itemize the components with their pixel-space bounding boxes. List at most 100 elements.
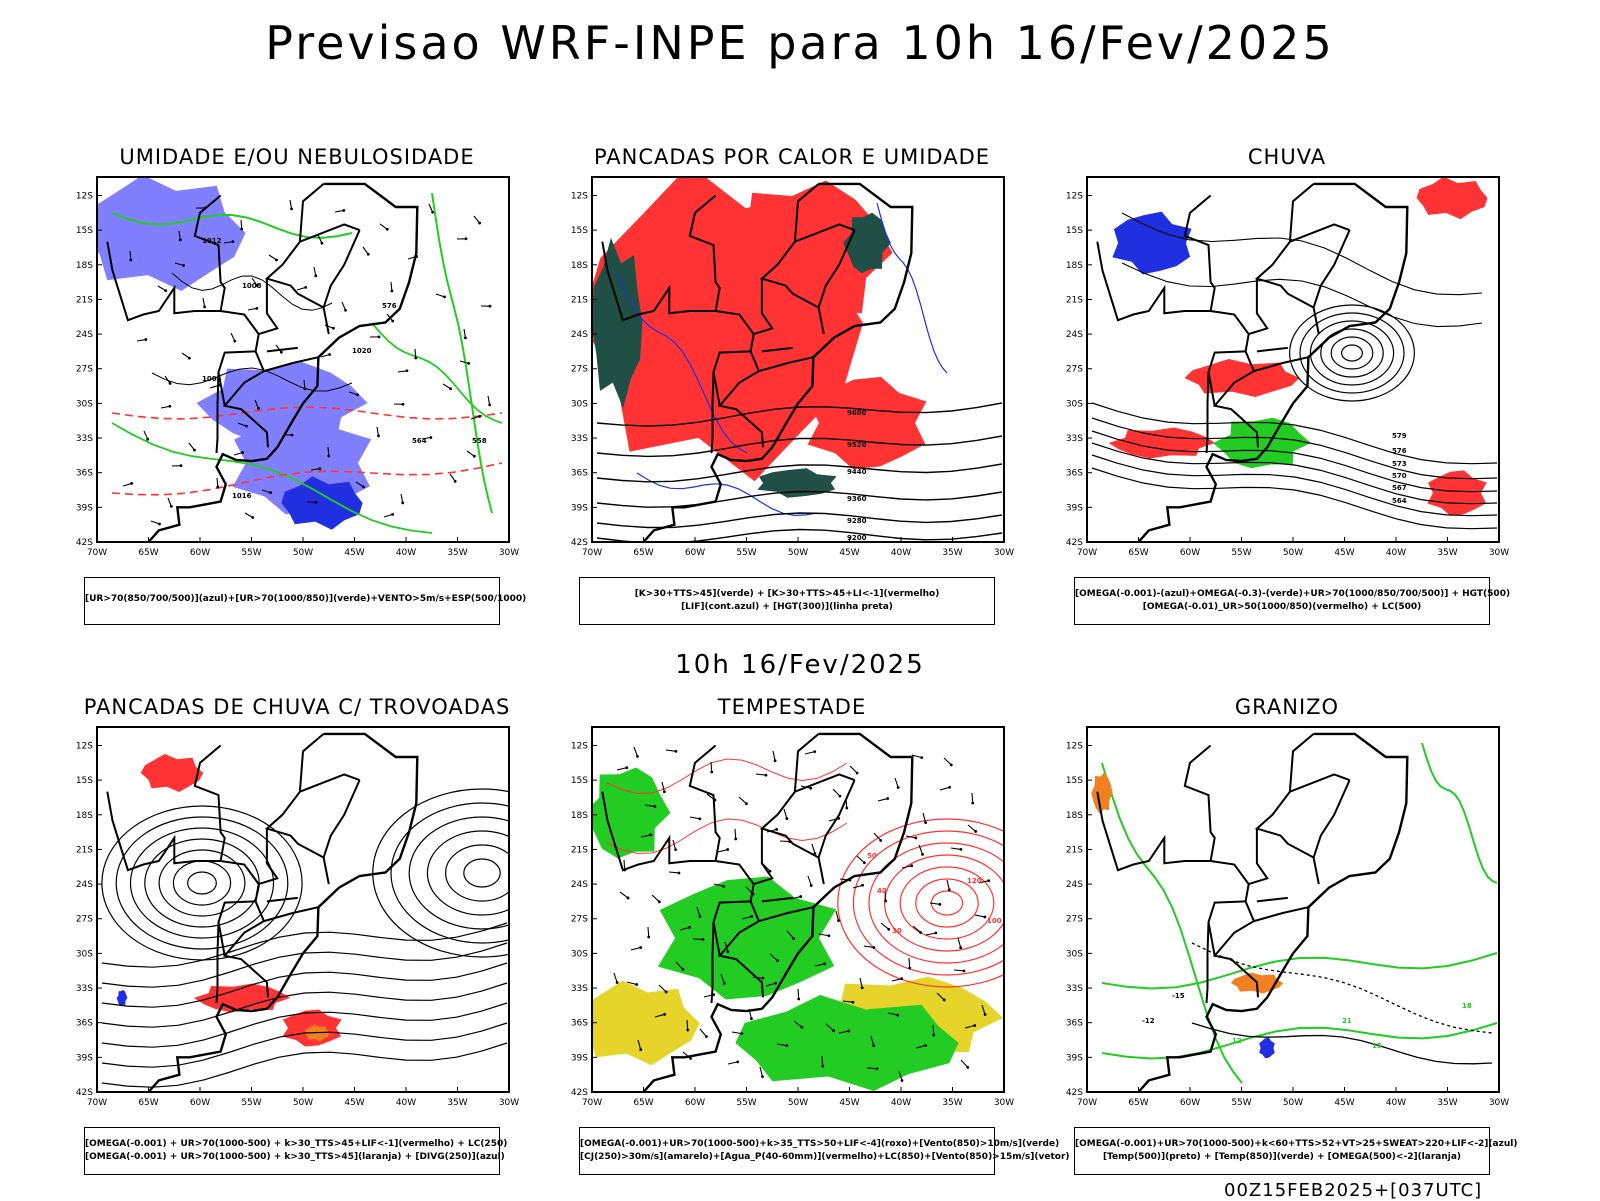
wind850-vector-head [948,888,951,891]
wind850-vector-head [636,755,639,758]
wind-vector-head [257,407,260,410]
wind-vector-head [130,482,133,485]
contour-label: 12 [1232,1037,1242,1045]
lat-tick-label: 39S [76,503,93,513]
legend-line: [OMEGA(-0.001)-(azul)+OMEGA(-0.3)-(verde… [1075,588,1489,601]
lat-tick-label: 33S [1066,984,1083,994]
wind-vector-head [290,207,293,210]
lon-tick-label: 70W [1077,548,1097,558]
wind850-vector-head [861,986,864,989]
panel-legend: [OMEGA(-0.001)+UR>70(1000-500)+k>35_TTS>… [579,1127,995,1175]
lat-tick-label: 27S [571,915,588,925]
lat-tick-label: 15S [571,226,588,236]
lat-tick-label: 39S [571,503,588,513]
wind850-vector-head [682,968,685,971]
lat-tick-label: 24S [76,880,93,890]
wind850-vector-head [799,895,802,898]
lon-tick-label: 30W [994,548,1014,558]
lat-tick-label: 30S [1066,399,1083,409]
wind850-vector [798,989,799,999]
wind-vector-head [180,464,183,467]
wind850-vector-head [710,771,713,774]
legend-line: [OMEGA(-0.001) + UR>70(1000-500) + k>30_… [85,1138,499,1151]
lon-tick-label: 30W [994,1098,1014,1108]
wind850-vector-head [966,1066,969,1069]
lat-tick-label: 30S [76,949,93,959]
contour-label: -15 [1172,992,1185,1000]
wind850-vector-head [886,797,889,800]
wind850-vector-head [726,950,729,953]
legend-line: [OMEGA(-0.001) + UR>70(1000-500) + k>30_… [85,1151,499,1164]
lat-tick-label: 12S [571,191,588,201]
wind-vector-head [489,305,492,308]
wind850-vector-head [971,802,974,805]
wind850-vector-head [963,969,966,972]
wind-vector-head [327,455,330,458]
wind850-vector-head [959,946,962,949]
wind850-vector-head [943,999,946,1002]
contour-label: 120 [967,877,982,885]
legend-line: [LIF](cont.azul) + [HGT(300)](linha pret… [580,601,994,614]
wind850-vector [780,841,790,842]
wind850-vector-head [723,982,726,985]
wind-vector-head [391,320,394,323]
wind-vector-head [280,351,283,354]
lon-tick-label: 40W [1386,548,1406,558]
lon-tick-label: 65W [633,548,653,558]
lat-tick-label: 12S [76,741,93,751]
contour-label: 576 [1392,447,1407,455]
wind-vector-head [378,335,381,338]
wind-vector-head [251,516,254,519]
wind850-vector-head [699,915,702,918]
wind850-vector-head [647,936,650,939]
contour-label: 579 [1392,432,1407,440]
wind850-vector-head [792,937,795,940]
wind-vector-head [321,242,324,245]
wind-vector-head [429,436,432,439]
lon-tick-label: 60W [685,548,705,558]
lat-tick-label: 42S [1066,1088,1083,1098]
wind850-vector-head [810,884,813,887]
wind-vector-head [465,237,468,240]
wind850-vector-head [839,795,842,798]
lon-tick-label: 40W [396,548,416,558]
wind850-vector-head [665,991,668,994]
lat-tick-label: 39S [1066,503,1083,513]
panel-legend: [OMEGA(-0.001)+UR>70(1000-500)+k<60+TTS>… [1074,1127,1490,1175]
wind850-vector-head [948,786,951,789]
wind-vector-head [169,382,172,385]
contour-label: 9440 [847,468,867,476]
wind850-vector-head [774,759,777,762]
lat-tick-label: 36S [76,469,93,479]
lon-tick-label: 65W [1128,548,1148,558]
contour-label: 558 [472,437,487,445]
lon-tick-label: 40W [891,1098,911,1108]
lon-tick-label: 50W [788,1098,808,1108]
wind850-vector [933,1025,934,1035]
lon-tick-label: 35W [1437,548,1457,558]
lat-tick-label: 15S [1066,226,1083,236]
contour-label: 30 [892,927,902,935]
weather-map: -12-151215182112S15S18S21S24S27S30S33S36… [1042,723,1532,1115]
lon-tick-label: 50W [293,1098,313,1108]
legend-line: [OMEGA(-0.001)+UR>70(1000-500)+k>35_TTS>… [580,1138,994,1151]
lat-tick-label: 27S [76,915,93,925]
lat-tick-label: 27S [571,365,588,375]
wind850-vector-head [910,864,913,867]
wind850-vector-head [863,861,866,864]
lat-tick-label: 24S [571,330,588,340]
lon-tick-label: 30W [499,548,519,558]
wind-vector-head [314,274,317,277]
lat-tick-label: 12S [76,191,93,201]
wind850-vector-head [920,756,923,759]
lon-tick-label: 50W [1283,548,1303,558]
lon-tick-label: 70W [1077,1098,1097,1108]
lat-tick-label: 18S [76,261,93,271]
wind850-vector [909,958,910,968]
weather-map: 50403012010012S15S18S21S24S27S30S33S36S3… [547,723,1037,1115]
lat-tick-label: 42S [571,1088,588,1098]
wind-vector-head [362,485,365,488]
